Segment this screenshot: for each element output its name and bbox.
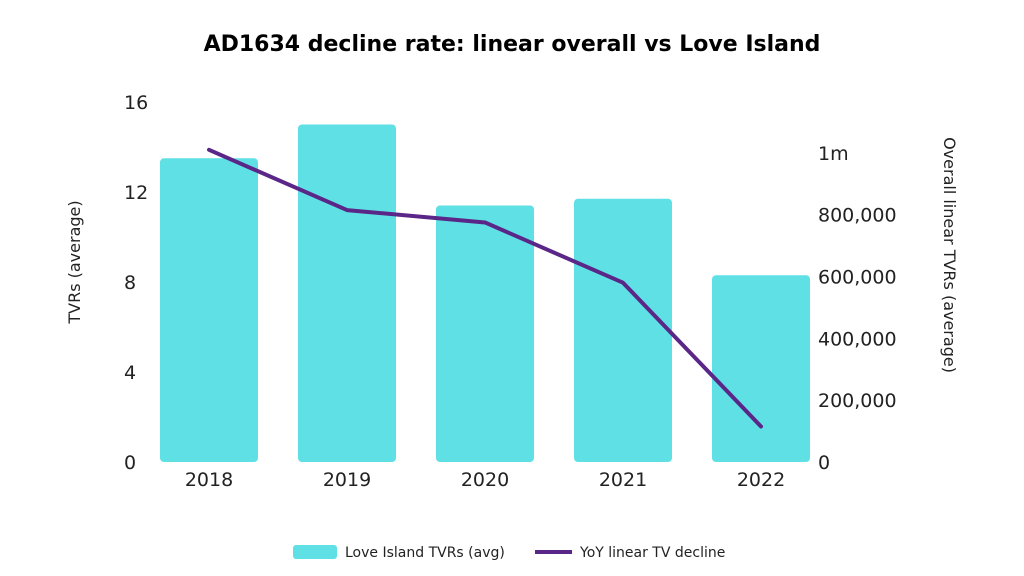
y2-tick-label: 800,000 xyxy=(818,205,897,227)
legend: Love Island TVRs (avg) YoY linear TV dec… xyxy=(293,545,725,561)
y2-axis-ticks: 0 200,000 400,000 600,000 800,000 1m xyxy=(818,143,897,474)
legend-swatch-bar xyxy=(293,545,337,559)
y2-tick-label: 600,000 xyxy=(818,267,897,289)
y2-tick-label: 1m xyxy=(818,143,849,165)
bar-2018 xyxy=(160,158,258,462)
line-point-2022 xyxy=(759,424,763,428)
y-tick-label: 4 xyxy=(124,362,136,384)
bar-2020 xyxy=(436,205,534,462)
y-axis-ticks: 0 4 8 12 16 xyxy=(124,92,148,474)
y-tick-label: 16 xyxy=(124,92,148,114)
y-tick-label: 0 xyxy=(124,452,136,474)
y-axis-label: TVRs (average) xyxy=(65,200,84,324)
bar-2022 xyxy=(712,275,810,462)
x-tick-label: 2022 xyxy=(737,469,785,491)
line-point-2021 xyxy=(621,281,625,285)
y2-tick-label: 200,000 xyxy=(818,390,897,412)
line-point-2020 xyxy=(483,220,487,224)
bar-2019 xyxy=(298,124,396,462)
chart-title: AD1634 decline rate: linear overall vs L… xyxy=(204,32,821,57)
bar-2021 xyxy=(574,198,672,462)
line-point-2019 xyxy=(345,208,349,212)
x-axis-ticks: 2018 2019 2020 2021 2022 xyxy=(185,469,785,491)
x-tick-label: 2019 xyxy=(323,469,371,491)
y2-tick-label: 400,000 xyxy=(818,328,897,350)
y-tick-label: 12 xyxy=(124,182,148,204)
y2-axis-label: Overall linear TVRs (average) xyxy=(940,137,959,373)
x-tick-label: 2020 xyxy=(461,469,509,491)
y-tick-label: 8 xyxy=(124,272,136,294)
x-tick-label: 2021 xyxy=(599,469,647,491)
legend-label-bar: Love Island TVRs (avg) xyxy=(345,545,505,561)
line-series xyxy=(207,147,763,429)
bar-series xyxy=(160,124,810,462)
x-tick-label: 2018 xyxy=(185,469,233,491)
y2-tick-label: 0 xyxy=(818,452,830,474)
line-point-2018 xyxy=(207,148,211,152)
legend-label-line: YoY linear TV decline xyxy=(579,545,725,561)
